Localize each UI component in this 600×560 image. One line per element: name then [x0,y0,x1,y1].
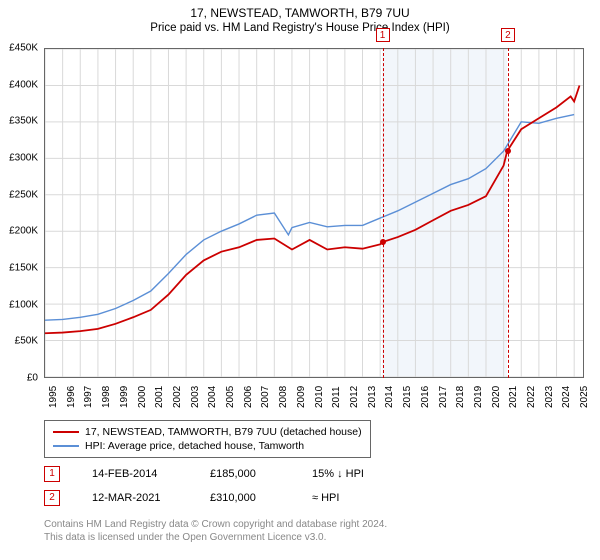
x-axis-label: 2025 [579,386,590,408]
legend: 17, NEWSTEAD, TAMWORTH, B79 7UU (detache… [44,420,371,458]
price-chart: 12£0£50K£100K£150K£200K£250K£300K£350K£4… [44,48,584,378]
y-axis-label: £150K [9,263,38,274]
x-axis-label: 2014 [384,386,395,408]
y-axis-label: £300K [9,153,38,164]
transaction-price: £310,000 [210,492,280,504]
x-axis-label: 2008 [278,386,289,408]
y-axis-label: £250K [9,189,38,200]
x-axis-label: 2005 [225,386,236,408]
y-axis-label: £50K [15,336,38,347]
x-axis-label: 1998 [101,386,112,408]
x-axis-label: 2022 [526,386,537,408]
x-axis-label: 2024 [561,386,572,408]
x-axis-label: 1995 [48,386,59,408]
chart-marker: 1 [376,28,390,42]
x-axis-label: 2012 [349,386,360,408]
transaction-marker: 1 [44,466,60,482]
x-axis-label: 2018 [455,386,466,408]
transactions-table: 1 14-FEB-2014 £185,000 15% ↓ HPI 2 12-MA… [44,462,364,510]
x-axis-label: 2019 [473,386,484,408]
x-axis-label: 2023 [544,386,555,408]
y-axis-label: £400K [9,79,38,90]
transaction-diff: 15% ↓ HPI [312,468,364,480]
x-axis-label: 2010 [314,386,325,408]
disclaimer-line: This data is licensed under the Open Gov… [44,532,326,543]
x-axis-label: 1997 [83,386,94,408]
y-axis-label: £450K [9,43,38,54]
x-axis-label: 2009 [296,386,307,408]
chart-marker: 2 [501,28,515,42]
x-axis-label: 2017 [438,386,449,408]
x-axis-label: 2020 [491,386,502,408]
transaction-date: 14-FEB-2014 [92,468,178,480]
x-axis-label: 2000 [137,386,148,408]
x-axis-label: 2011 [331,386,342,408]
legend-label-hpi: HPI: Average price, detached house, Tamw… [85,440,304,452]
x-axis-label: 1999 [119,386,130,408]
y-axis-label: £200K [9,226,38,237]
y-axis-label: £350K [9,116,38,127]
legend-swatch-hpi [53,445,79,447]
x-axis-label: 2016 [420,386,431,408]
x-axis-label: 2003 [190,386,201,408]
x-axis-label: 2015 [402,386,413,408]
transaction-date: 12-MAR-2021 [92,492,178,504]
legend-swatch-property [53,431,79,433]
transaction-marker: 2 [44,490,60,506]
legend-label-property: 17, NEWSTEAD, TAMWORTH, B79 7UU (detache… [85,426,362,438]
x-axis-label: 2004 [207,386,218,408]
x-axis-label: 2021 [508,386,519,408]
x-axis-label: 2001 [154,386,165,408]
x-axis-label: 2013 [367,386,378,408]
disclaimer-line: Contains HM Land Registry data © Crown c… [44,519,387,530]
table-row: 1 14-FEB-2014 £185,000 15% ↓ HPI [44,462,364,486]
x-axis-label: 2002 [172,386,183,408]
table-row: 2 12-MAR-2021 £310,000 ≈ HPI [44,486,364,510]
x-axis-label: 2006 [243,386,254,408]
y-axis-label: £100K [9,299,38,310]
y-axis-label: £0 [27,373,38,384]
transaction-price: £185,000 [210,468,280,480]
transaction-diff: ≈ HPI [312,492,339,504]
x-axis-label: 1996 [66,386,77,408]
page-title: 17, NEWSTEAD, TAMWORTH, B79 7UU [0,0,600,20]
x-axis-label: 2007 [260,386,271,408]
disclaimer: Contains HM Land Registry data © Crown c… [44,518,387,544]
